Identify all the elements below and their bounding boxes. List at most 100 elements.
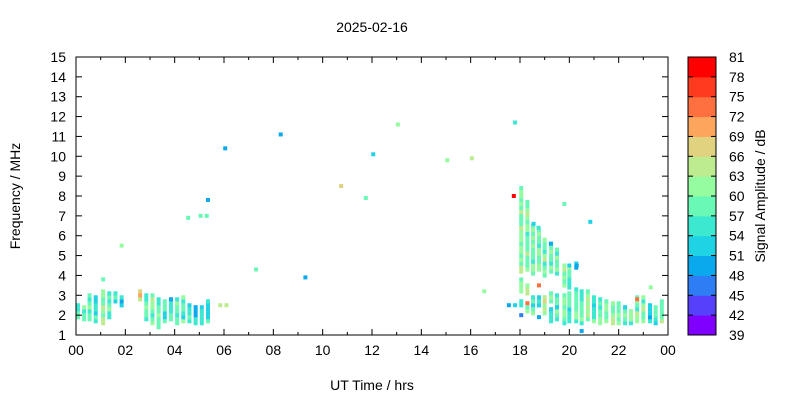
- data-cell: [162, 315, 167, 320]
- data-cell: [150, 293, 155, 298]
- data-cell: [168, 297, 173, 302]
- data-cell: [175, 309, 180, 314]
- colorbar-swatch: [688, 116, 716, 137]
- data-point: [278, 132, 283, 137]
- data-cell: [519, 209, 524, 215]
- colorbar-swatch: [688, 57, 716, 78]
- data-cell: [199, 305, 204, 310]
- x-tick-label: 20: [562, 342, 578, 358]
- data-cell: [641, 319, 646, 324]
- data-cell: [610, 321, 615, 326]
- data-cell: [555, 301, 559, 306]
- data-cell: [519, 241, 524, 246]
- data-cell: [635, 299, 640, 304]
- data-cell: [574, 265, 579, 270]
- data-cell: [647, 315, 652, 320]
- data-cell: [567, 277, 572, 282]
- data-cell: [542, 261, 547, 266]
- data-cell: [549, 295, 554, 300]
- data-cell: [531, 295, 536, 300]
- data-cell: [519, 201, 524, 207]
- data-cell: [629, 309, 633, 314]
- data-cell: [562, 309, 567, 314]
- data-cell: [193, 305, 198, 310]
- data-cell: [156, 325, 161, 330]
- data-cell: [101, 305, 106, 310]
- data-cell: [75, 315, 80, 320]
- data-cell: [542, 253, 547, 258]
- data-cell: [592, 307, 596, 312]
- data-cell: [579, 305, 584, 310]
- data-cell: [168, 305, 173, 310]
- data-cell: [579, 301, 584, 306]
- x-axis: 00 02 04 06 08 10 12 14 16 18 20 22 00: [68, 57, 676, 358]
- data-cell: [555, 293, 559, 298]
- data-cell: [150, 317, 155, 322]
- data-cell: [549, 249, 554, 254]
- data-cell: [598, 317, 603, 322]
- colorbar-swatch: [688, 76, 716, 98]
- data-cell: [659, 303, 664, 308]
- data-cell: [101, 317, 106, 322]
- data-cell: [82, 305, 87, 310]
- data-cell: [519, 277, 524, 282]
- data-cell: [592, 299, 596, 304]
- data-cell: [604, 315, 609, 320]
- data-cell: [519, 257, 524, 262]
- data-cell: [162, 319, 167, 324]
- data-cell: [82, 309, 87, 314]
- data-cell: [101, 289, 106, 294]
- data-cell: [519, 249, 524, 254]
- data-cell: [150, 309, 155, 314]
- data-cell: [187, 303, 192, 308]
- data-cell: [567, 307, 572, 312]
- data-cell: [562, 321, 567, 326]
- data-cell: [598, 309, 603, 314]
- data-cell: [205, 299, 210, 304]
- data-cell: [549, 257, 554, 262]
- data-cell: [555, 267, 559, 272]
- data-cell: [101, 309, 106, 314]
- data-cell: [536, 259, 541, 264]
- data-cell: [101, 293, 106, 298]
- data-cell: [562, 317, 567, 322]
- data-cell: [536, 263, 541, 268]
- data-cell: [175, 313, 180, 318]
- data-cell: [567, 265, 572, 270]
- data-cell: [659, 307, 664, 312]
- data-cell: [519, 233, 524, 238]
- y-tick-label: 10: [50, 148, 66, 164]
- data-cell: [635, 315, 640, 320]
- data-cell: [555, 255, 559, 260]
- data-cell: [629, 321, 633, 326]
- data-cell: [519, 194, 524, 199]
- data-cell: [562, 283, 567, 288]
- data-cell: [653, 321, 658, 326]
- data-cell: [567, 315, 572, 320]
- data-cell: [635, 307, 640, 312]
- data-cell: [175, 297, 180, 302]
- data-cell: [610, 301, 615, 306]
- data-cell: [519, 281, 524, 286]
- data-cell: [205, 319, 210, 324]
- data-cell: [536, 299, 541, 304]
- data-cell: [629, 313, 633, 318]
- x-tick-label: 12: [364, 342, 380, 358]
- data-cell: [574, 311, 579, 316]
- data-point: [186, 215, 191, 220]
- data-cell: [519, 299, 524, 304]
- data-cell: [542, 257, 547, 262]
- data-cell: [531, 307, 536, 312]
- data-cell: [519, 269, 524, 274]
- data-point: [254, 267, 259, 272]
- y-axis-label: Frequency / MHz: [7, 143, 23, 250]
- data-cell: [542, 299, 547, 304]
- data-cell: [525, 239, 530, 244]
- data-cell: [205, 307, 210, 312]
- data-cell: [623, 317, 628, 322]
- x-tick-label: 08: [266, 342, 282, 358]
- data-cell: [87, 317, 92, 322]
- data-cell: [519, 285, 524, 290]
- data-cell: [113, 299, 118, 304]
- y-tick-label: 2: [58, 307, 66, 323]
